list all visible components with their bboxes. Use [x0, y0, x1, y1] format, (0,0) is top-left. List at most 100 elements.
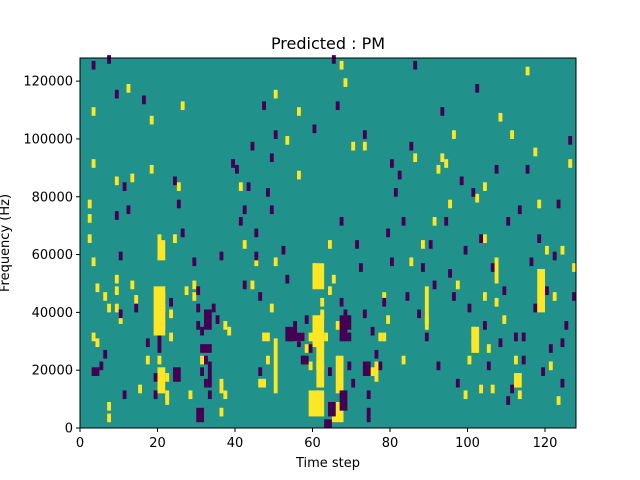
y-tick-label: 0	[65, 422, 73, 437]
heatmap-cell-low	[455, 378, 460, 388]
heatmap-block-low	[339, 390, 348, 411]
heatmap-cells	[87, 55, 577, 428]
heatmap-cell-high	[266, 355, 270, 365]
heatmap-cell-low	[219, 251, 224, 261]
heatmap-cell-high	[138, 384, 143, 394]
heatmap-cell-high	[118, 315, 123, 324]
heatmap-cell-low	[393, 188, 398, 197]
heatmap-cell-low	[382, 297, 387, 307]
heatmap-cell-low	[486, 361, 491, 371]
heatmap-block-low	[343, 315, 352, 330]
heatmap-cell-high	[455, 280, 460, 290]
heatmap-block-high	[312, 263, 325, 290]
heatmap-cell-low	[169, 297, 174, 307]
heatmap-cell-low	[196, 286, 201, 296]
heatmap-cell-high	[223, 321, 228, 330]
heatmap-cell-high	[308, 361, 313, 371]
heatmap-cell-high	[552, 292, 557, 301]
y-tick-label: 60000	[32, 248, 73, 263]
heatmap-cell-low	[107, 55, 112, 64]
heatmap-cell-high	[173, 234, 177, 243]
heatmap-cell-high	[145, 355, 150, 365]
heatmap-cell-low	[552, 251, 557, 261]
heatmap-cell-high	[545, 245, 549, 255]
heatmap-cell-low	[405, 292, 410, 301]
heatmap-cell-low	[533, 303, 538, 313]
heatmap-cell-low	[417, 309, 422, 319]
heatmap-cell-low	[494, 164, 499, 174]
heatmap-cell-low	[506, 216, 511, 226]
heatmap-cell-low	[374, 349, 379, 359]
heatmap-cell-high	[87, 234, 92, 243]
heatmap-cell-high	[432, 216, 437, 226]
heatmap-cell-high	[467, 355, 472, 365]
heatmap-cell-low	[432, 280, 437, 290]
heatmap-cell-low	[467, 303, 472, 313]
heatmap-cell-low	[297, 338, 301, 348]
x-tick-label: 60	[304, 436, 321, 451]
heatmap-cell-low	[153, 373, 158, 382]
heatmap-cell-low	[428, 240, 433, 249]
heatmap-block-low	[200, 344, 212, 353]
heatmap-cell-high	[378, 332, 383, 342]
heatmap-cell-high	[114, 176, 119, 186]
heatmap-cell-high	[548, 361, 553, 371]
heatmap-cell-low	[483, 321, 487, 330]
heatmap-cell-high	[114, 286, 119, 296]
heatmap-cell-low	[258, 292, 263, 301]
y-axis-label: Frequency (Hz)	[0, 194, 13, 292]
heatmap-cell-low	[176, 199, 181, 209]
heatmap-cell-high	[114, 274, 119, 284]
heatmap-block-high	[537, 269, 545, 313]
heatmap-cell-high	[91, 257, 96, 267]
heatmap-cell-high	[95, 283, 100, 293]
heatmap-cell-high	[176, 182, 181, 191]
heatmap-block-low	[173, 367, 181, 382]
heatmap-cell-low	[281, 245, 286, 255]
heatmap-cell-low	[204, 378, 208, 388]
heatmap-block-low	[285, 326, 298, 342]
heatmap-block-high	[157, 367, 166, 394]
heatmap-cell-high	[483, 182, 487, 191]
heatmap-block-high	[157, 240, 166, 261]
heatmap-cell-high	[107, 401, 112, 411]
heatmap-cell-low	[459, 176, 464, 186]
heatmap-cell-high	[483, 292, 487, 301]
x-tick-label: 40	[227, 436, 244, 451]
heatmap-cell-low	[308, 344, 313, 353]
heatmap-cell-high	[219, 407, 224, 417]
heatmap-cell-low	[142, 95, 146, 105]
x-axis: 0 20 40 60 80 100 120	[76, 428, 557, 451]
heatmap-cell-high	[165, 396, 170, 405]
heatmap-cell-high	[269, 303, 274, 313]
heatmap-block-low	[328, 401, 336, 417]
heatmap-block-high	[514, 373, 522, 388]
x-axis-label: Time step	[295, 456, 360, 471]
x-tick-label: 80	[382, 436, 399, 451]
y-tick-label: 100000	[23, 132, 73, 147]
heatmap-cell-low	[440, 107, 445, 116]
y-axis: 0 20000 40000 60000 80000 100000 120000	[23, 75, 80, 437]
heatmap-cell-low	[521, 355, 526, 365]
heatmap-cell-low	[343, 309, 348, 319]
heatmap-cell-high	[382, 292, 387, 301]
heatmap-cell-low	[362, 309, 367, 319]
heatmap-cell-high	[242, 240, 247, 249]
heatmap-cell-low	[541, 367, 546, 376]
heatmap-cell-high	[568, 159, 573, 168]
heatmap-cell-high	[254, 257, 259, 267]
heatmap-cell-low	[413, 60, 418, 70]
heatmap-cell-high	[200, 355, 205, 365]
heatmap-cell-high	[192, 280, 197, 290]
heatmap-cell-high	[324, 332, 329, 342]
heatmap-cell-high	[483, 234, 487, 243]
heatmap-block-low	[196, 407, 204, 423]
heatmap-cell-high	[533, 147, 538, 157]
heatmap-cell-high	[165, 373, 170, 382]
heatmap-cell-low	[390, 257, 394, 267]
heatmap-cell-high	[157, 234, 162, 243]
heatmap-cell-low	[192, 257, 197, 267]
heatmap-cell-high	[572, 263, 577, 272]
heatmap-cell-low	[521, 332, 526, 342]
